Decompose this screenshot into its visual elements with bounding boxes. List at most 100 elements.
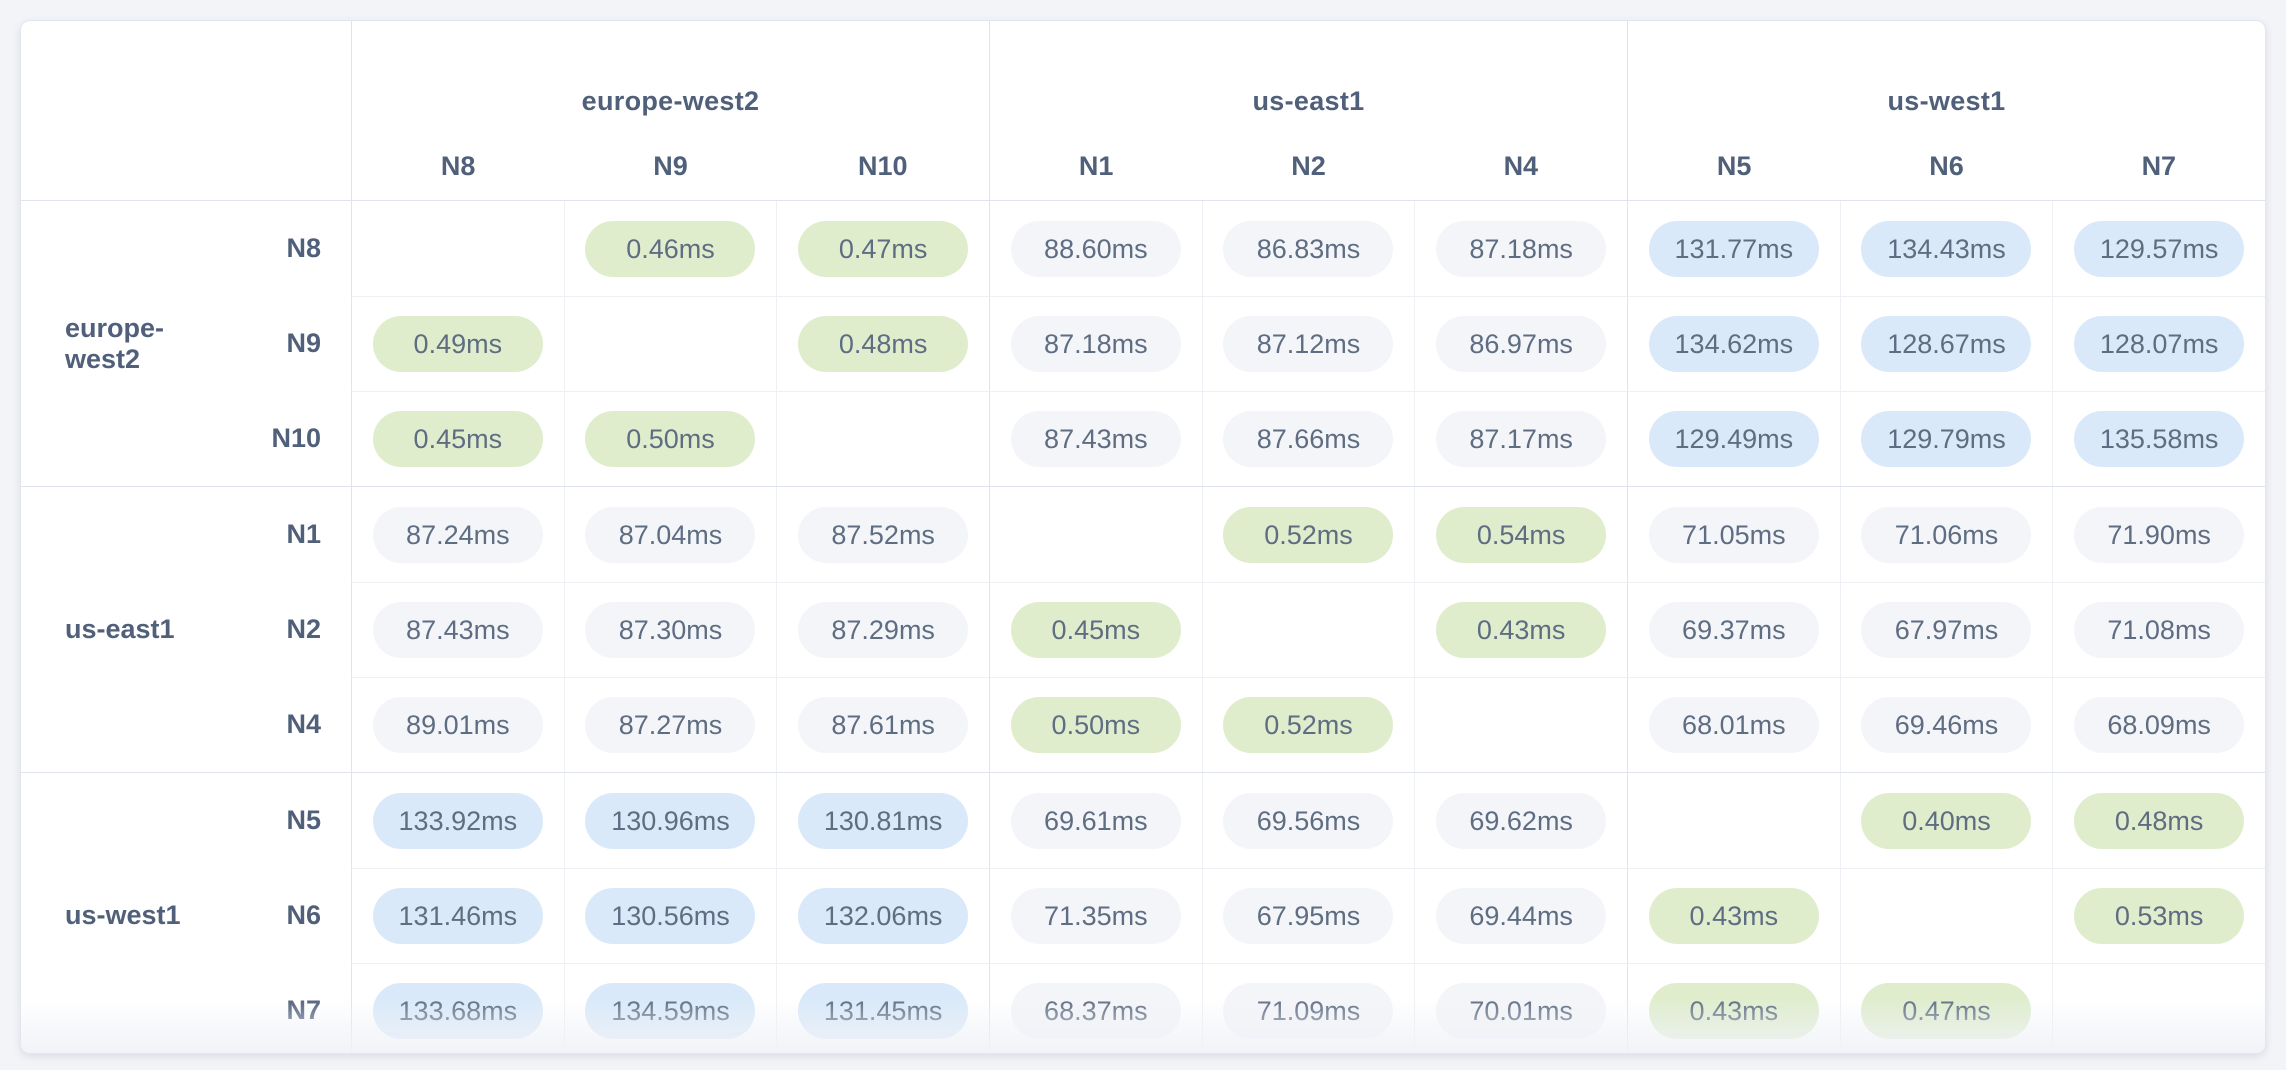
latency-value-pill[interactable]: 87.29ms [798, 602, 969, 658]
latency-value-pill[interactable]: 134.43ms [1861, 220, 2032, 277]
latency-value-pill[interactable]: 135.58ms [2074, 411, 2245, 467]
latency-cell: 0.43ms [1627, 963, 1840, 1053]
latency-value-pill[interactable]: 69.37ms [1648, 602, 1819, 658]
latency-value-pill[interactable]: 130.56ms [585, 888, 756, 944]
latency-value-pill[interactable]: 87.43ms [1010, 411, 1181, 467]
latency-value-pill[interactable]: 129.57ms [2074, 220, 2245, 277]
latency-value-pill[interactable]: 130.81ms [798, 792, 969, 849]
latency-value-pill[interactable]: 131.77ms [1648, 220, 1819, 277]
row-node-label: N1 [286, 519, 321, 549]
column-node-header: N6 [1929, 151, 1964, 181]
column-region-group: us-west1 N5 N6 N7 [1627, 21, 2265, 200]
latency-cell: 87.29ms [776, 582, 989, 677]
latency-cell: 0.46ms [563, 201, 777, 296]
latency-value-pill[interactable]: 134.59ms [585, 983, 756, 1039]
latency-value-pill[interactable]: 87.52ms [798, 506, 969, 563]
latency-cell: 86.97ms [1414, 296, 1627, 391]
latency-value-pill[interactable]: 67.97ms [1861, 602, 2032, 658]
row-region-group: us-west1 N5 133.92ms 130.96ms 130.81ms 69.61m… [21, 772, 2265, 1053]
latency-value-pill[interactable]: 87.24ms [372, 506, 543, 563]
latency-cell: 0.45ms [989, 582, 1202, 677]
latency-value-pill[interactable]: 0.43ms [1648, 983, 1819, 1039]
latency-value-pill[interactable]: 69.56ms [1223, 792, 1394, 849]
latency-value-pill[interactable]: 69.46ms [1861, 697, 2032, 753]
latency-value-pill[interactable]: 0.50ms [585, 411, 756, 467]
latency-value-pill[interactable]: 67.95ms [1223, 888, 1394, 944]
latency-value-pill[interactable]: 87.18ms [1010, 316, 1181, 372]
latency-value-pill[interactable]: 71.90ms [2074, 506, 2245, 563]
latency-cell: 69.46ms [1839, 677, 2053, 772]
latency-value-pill[interactable]: 87.66ms [1223, 411, 1394, 467]
latency-value-pill[interactable]: 0.45ms [372, 411, 543, 467]
latency-value-pill[interactable]: 0.47ms [1861, 983, 2032, 1039]
latency-cell [776, 391, 989, 486]
latency-value-pill[interactable]: 87.61ms [798, 697, 969, 753]
latency-value-pill[interactable]: 71.05ms [1648, 506, 1819, 563]
latency-value-pill[interactable]: 132.06ms [798, 888, 969, 944]
latency-value-pill[interactable]: 0.47ms [798, 220, 969, 277]
latency-value-pill[interactable]: 87.18ms [1436, 220, 1607, 277]
latency-value-pill[interactable]: 87.17ms [1436, 411, 1607, 467]
latency-cell: 0.47ms [776, 201, 989, 296]
latency-value-pill[interactable]: 0.45ms [1010, 602, 1181, 658]
latency-value-pill[interactable]: 86.83ms [1223, 220, 1394, 277]
latency-value-pill[interactable]: 129.49ms [1648, 411, 1819, 467]
column-node-header: N9 [653, 151, 688, 181]
latency-value-pill[interactable]: 71.08ms [2074, 602, 2245, 658]
row-region-label: us-east1 [65, 614, 175, 644]
latency-value-pill[interactable]: 0.43ms [1648, 888, 1819, 944]
latency-value-pill[interactable]: 133.68ms [372, 983, 543, 1039]
latency-value-pill[interactable]: 0.53ms [2074, 888, 2245, 944]
latency-value-pill[interactable]: 0.48ms [2074, 792, 2245, 849]
latency-value-pill[interactable]: 131.45ms [798, 983, 969, 1039]
latency-cell: 134.43ms [1839, 201, 2053, 296]
latency-cell: 87.12ms [1201, 296, 1415, 391]
latency-value-pill[interactable]: 69.62ms [1436, 792, 1607, 849]
latency-value-pill[interactable]: 87.43ms [372, 602, 543, 658]
column-region-title: us-west1 [1887, 86, 2006, 116]
latency-value-pill[interactable]: 87.12ms [1223, 316, 1394, 372]
latency-value-pill[interactable]: 87.30ms [585, 602, 756, 658]
latency-value-pill[interactable]: 0.52ms [1223, 506, 1394, 563]
latency-value-pill[interactable]: 128.07ms [2074, 316, 2245, 372]
row-region-label: us-west1 [65, 900, 181, 930]
latency-value-pill[interactable]: 88.60ms [1010, 220, 1181, 277]
latency-value-pill[interactable]: 134.62ms [1648, 316, 1819, 372]
latency-value-pill[interactable]: 71.35ms [1010, 888, 1181, 944]
latency-cell [1201, 582, 1415, 677]
latency-value-pill[interactable]: 89.01ms [372, 697, 543, 753]
latency-value-pill[interactable]: 71.09ms [1223, 983, 1394, 1039]
latency-value-pill[interactable]: 69.44ms [1436, 888, 1607, 944]
latency-cell: 70.01ms [1414, 963, 1627, 1053]
latency-value-pill[interactable]: 0.50ms [1010, 697, 1181, 753]
latency-cell [1627, 773, 1840, 868]
latency-cell: 69.62ms [1414, 773, 1627, 868]
latency-value-pill[interactable]: 87.04ms [585, 506, 756, 563]
latency-value-pill[interactable]: 87.27ms [585, 697, 756, 753]
latency-value-pill[interactable]: 70.01ms [1436, 983, 1607, 1039]
latency-cell: 130.81ms [776, 773, 989, 868]
latency-value-pill[interactable]: 71.06ms [1861, 506, 2032, 563]
latency-cell: 0.45ms [351, 391, 564, 486]
latency-value-pill[interactable]: 0.48ms [798, 316, 969, 372]
latency-cell: 129.57ms [2052, 201, 2265, 296]
latency-value-pill[interactable]: 131.46ms [372, 888, 543, 944]
latency-value-pill[interactable]: 69.61ms [1010, 792, 1181, 849]
latency-value-pill[interactable]: 0.49ms [372, 316, 543, 372]
latency-value-pill[interactable]: 129.79ms [1861, 411, 2032, 467]
latency-value-pill[interactable]: 0.54ms [1436, 506, 1607, 563]
latency-value-pill[interactable]: 0.52ms [1223, 697, 1394, 753]
latency-value-pill[interactable]: 130.96ms [585, 792, 756, 849]
latency-value-pill[interactable]: 0.40ms [1861, 792, 2032, 849]
latency-value-pill[interactable]: 68.01ms [1648, 697, 1819, 753]
latency-cell: 0.52ms [1201, 677, 1415, 772]
latency-value-pill[interactable]: 86.97ms [1436, 316, 1607, 372]
latency-value-pill[interactable]: 68.37ms [1010, 983, 1181, 1039]
latency-value-pill[interactable]: 68.09ms [2074, 697, 2245, 753]
latency-value-pill[interactable]: 128.67ms [1861, 316, 2032, 372]
latency-value-pill[interactable]: 0.46ms [585, 220, 756, 277]
latency-cell: 87.18ms [989, 296, 1202, 391]
latency-value-pill[interactable]: 133.92ms [372, 792, 543, 849]
latency-value-pill[interactable]: 0.43ms [1436, 602, 1607, 658]
latency-cell: 0.48ms [776, 296, 989, 391]
